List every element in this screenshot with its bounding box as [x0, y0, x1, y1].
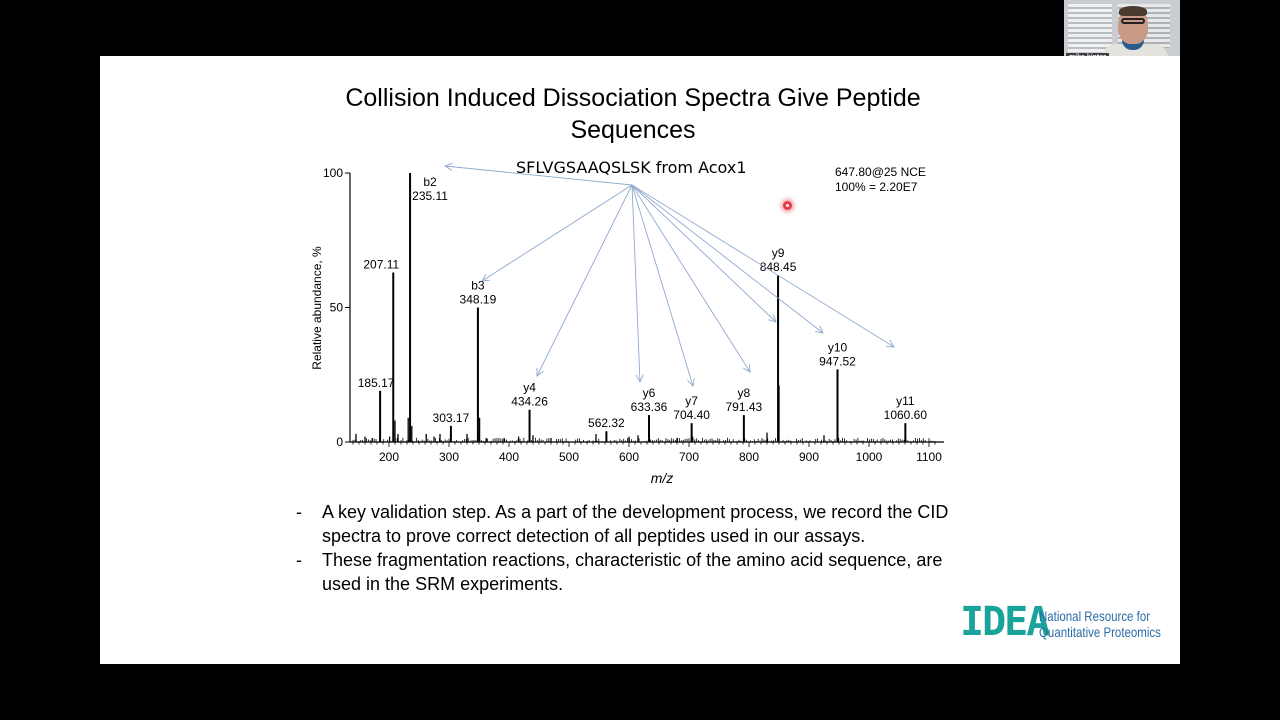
- x-tick-label: 1100: [916, 450, 942, 464]
- x-tick-label: 300: [439, 450, 459, 464]
- laser-pointer-icon: [783, 201, 792, 210]
- ion-label: b2: [423, 175, 437, 189]
- bullet-item: - These fragmentation reactions, charact…: [296, 548, 956, 596]
- params-line-2: 100% = 2.20E7: [835, 180, 918, 194]
- bullet-item: - A key validation step. As a part of th…: [296, 500, 956, 548]
- x-tick-label: 800: [739, 450, 759, 464]
- x-tick-label: 1000: [856, 450, 883, 464]
- y-axis-label: Relative abundance, %: [310, 246, 324, 370]
- x-tick-label: 500: [559, 450, 579, 464]
- presenter-hair: [1119, 6, 1147, 16]
- mz-label: 704.40: [673, 408, 710, 422]
- fragment-arrow: [631, 184, 640, 382]
- fragment-arrow: [631, 184, 750, 372]
- mz-label: 848.45: [760, 260, 797, 274]
- fragment-arrow: [631, 184, 894, 347]
- mz-label: 791.43: [726, 400, 763, 414]
- logo-line-1: National Resource for: [1039, 608, 1151, 624]
- ms-spectrum-chart: 0 50 100 200 300 400 500 600 700 800 900 1000 1100 m/…: [310, 56, 944, 486]
- ion-label: y7: [685, 394, 698, 408]
- y-tick-label: 100: [323, 166, 343, 180]
- mz-label: 633.36: [631, 400, 668, 414]
- ion-label: y11: [896, 394, 915, 408]
- bullet-marker: -: [296, 550, 302, 570]
- y-tick-label: 50: [330, 301, 344, 315]
- acquisition-params: 647.80@25 NCE 100% = 2.20E7: [835, 165, 926, 195]
- mz-label: 562.32: [588, 416, 625, 430]
- ion-label: y9: [772, 246, 785, 260]
- peptide-label: SFLVGSAAQSLSK from Acox1: [516, 158, 747, 177]
- params-line-1: 647.80@25 NCE: [835, 165, 926, 179]
- slide-title: Collision Induced Dissociation Spectra G…: [345, 84, 921, 144]
- ion-label: y4: [523, 381, 536, 395]
- mz-label: 947.52: [819, 354, 856, 368]
- ion-label: b3: [471, 279, 485, 293]
- ion-label: y6: [643, 386, 656, 400]
- x-tick-label: 200: [379, 450, 399, 464]
- window-blinds: [1068, 4, 1112, 52]
- bullet-text: These fragmentation reactions, character…: [322, 550, 943, 594]
- mz-label: 185.17: [358, 376, 395, 390]
- mz-label: 207.11: [363, 258, 399, 272]
- x-tick-label: 900: [799, 450, 819, 464]
- bullet-marker: -: [296, 502, 302, 522]
- logo-line-2: Quantitative Proteomics: [1039, 624, 1161, 640]
- fragment-arrow: [537, 184, 633, 376]
- mz-label: 303.17: [433, 411, 470, 425]
- x-tick-label: 400: [499, 450, 519, 464]
- webcam-thumbnail[interactable]: mike kinter: [1064, 0, 1180, 64]
- fragment-arrow: [445, 166, 633, 186]
- ion-label: y8: [738, 386, 751, 400]
- y-tick-label: 0: [336, 435, 343, 449]
- mz-label: 348.19: [460, 293, 497, 307]
- presentation-slide: Collision Induced Dissociation Spectra G…: [100, 56, 1180, 664]
- presenter-collar: [1122, 40, 1144, 50]
- ion-label: y10: [828, 340, 848, 354]
- x-tick-label: 700: [679, 450, 699, 464]
- x-tick-label: 600: [619, 450, 639, 464]
- mz-label: 434.26: [511, 395, 548, 409]
- mz-label: 1060.60: [884, 408, 928, 422]
- presenter-glasses: [1121, 18, 1145, 24]
- bullet-list: - A key validation step. As a part of th…: [296, 500, 956, 596]
- mz-label: 235.11: [412, 189, 448, 203]
- x-axis-label: m/z: [651, 470, 674, 486]
- logo-mark: IDEA: [960, 599, 1050, 645]
- fragment-arrow: [631, 184, 693, 386]
- fragment-arrow: [482, 184, 633, 281]
- logo-text: National Resource for Quantitative Prote…: [1039, 608, 1161, 640]
- fragment-arrow: [631, 184, 776, 322]
- idea-logo: IDEA National Resource for Quantitative …: [960, 594, 1161, 654]
- bullet-text: A key validation step. As a part of the …: [322, 502, 949, 546]
- fragment-arrow: [631, 184, 823, 333]
